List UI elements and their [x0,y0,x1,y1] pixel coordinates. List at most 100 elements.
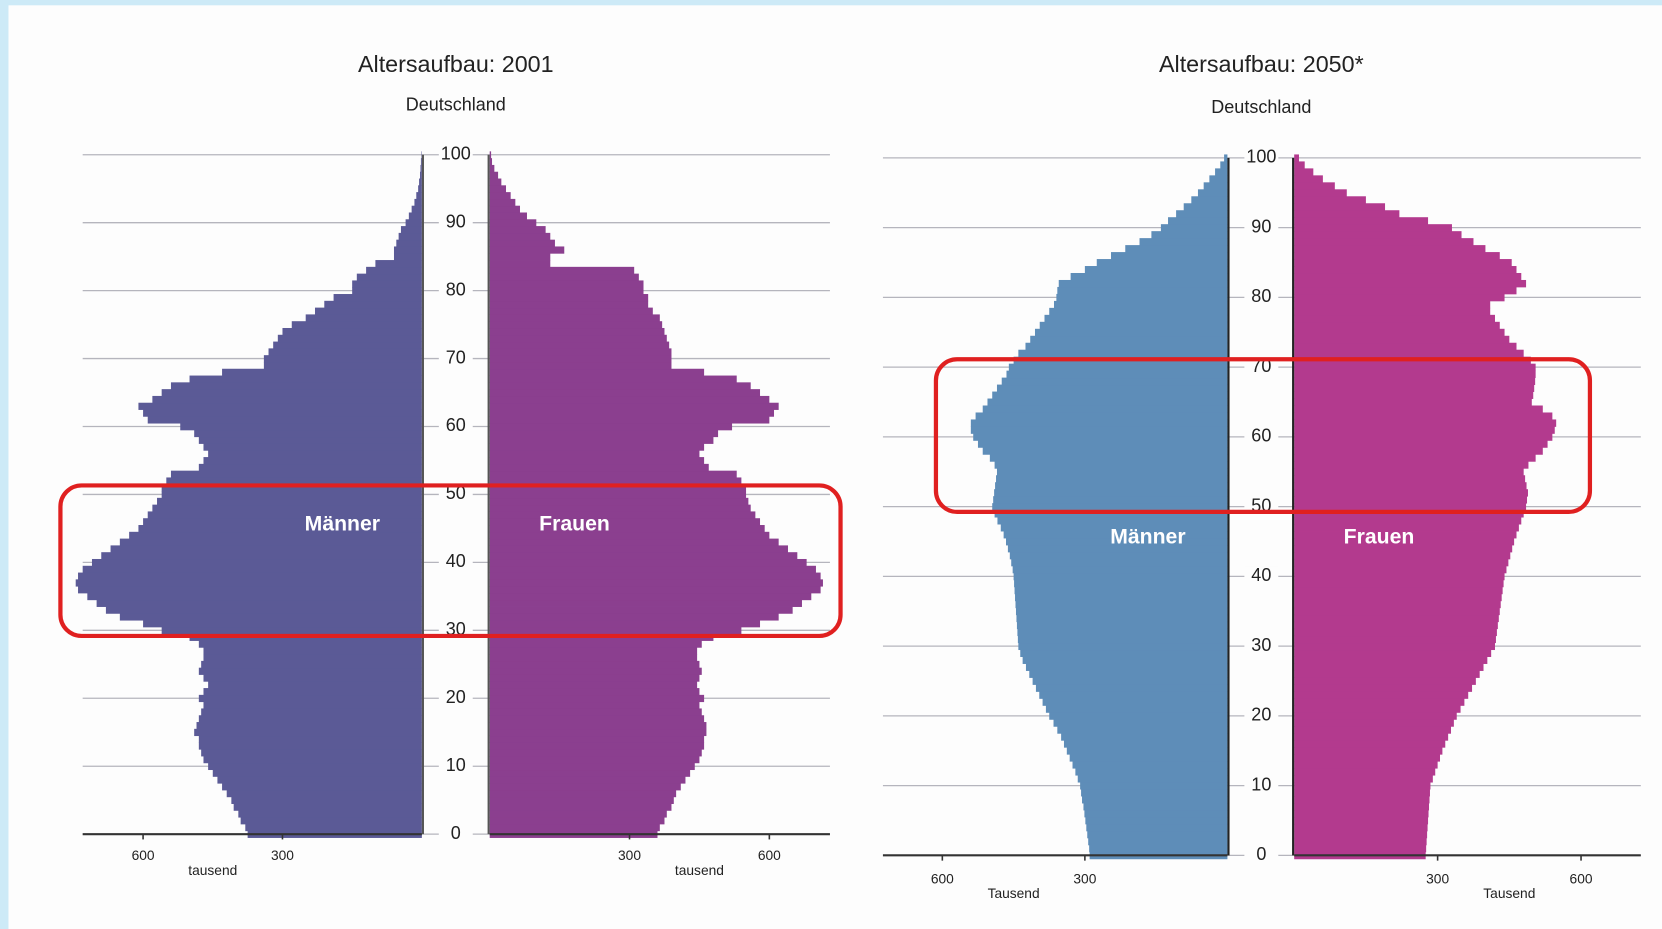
bar [1294,677,1476,685]
bar [226,789,422,798]
bar [489,742,705,750]
bar [1082,796,1228,804]
bar [203,688,422,696]
bar [489,314,660,322]
bar [973,433,1228,441]
bar [1294,433,1553,441]
bar [208,762,422,771]
bar [1111,252,1228,260]
bar [489,565,816,573]
bar [233,803,422,811]
bar [1015,593,1228,602]
bar [1294,747,1443,755]
bar [147,416,422,424]
bar [1049,712,1228,720]
bar [1029,670,1228,678]
bar [489,667,702,675]
tick-label-bg [1244,776,1279,796]
bar [489,382,751,390]
y-tick-label: 50 [446,483,466,503]
bar [1294,238,1474,246]
bar [489,178,502,186]
tick-label-bg [438,145,473,165]
bar [1294,803,1430,811]
tick-label-bg [1244,218,1279,238]
bar [420,158,422,166]
bar [489,803,672,811]
bar [489,491,747,499]
bar [1057,726,1228,734]
bar [1294,517,1522,525]
bar [1018,642,1228,651]
bar [147,511,422,519]
bar [366,266,422,275]
bar [208,450,422,458]
bar [1014,586,1228,595]
bar [1057,286,1228,295]
bar [489,817,665,825]
bar [1039,321,1228,330]
bar [1294,224,1452,232]
bar [138,525,422,533]
bar [1294,412,1553,420]
bar [1294,286,1517,295]
bar [1061,733,1228,741]
bar [489,660,700,669]
bar [1042,698,1228,706]
bar [489,348,672,356]
tick-label-bg [1244,287,1279,307]
bar [1070,272,1228,281]
y-tick-label: 0 [451,823,461,843]
bar [489,620,761,628]
bar [489,545,788,553]
bar [201,749,422,757]
bar [489,626,742,635]
x-axis-label: Tausend [1483,886,1535,901]
bar [1168,217,1228,225]
tick-label-bg [1244,357,1279,377]
bar [1294,475,1526,483]
bar [1025,663,1228,671]
bar [489,647,698,655]
bar [1294,454,1536,462]
bar [489,164,495,173]
bar [1197,189,1228,197]
bar [489,260,551,268]
bar [489,579,823,587]
bar [489,300,649,309]
bar [1044,314,1228,323]
bar [1009,551,1228,560]
bar [1294,837,1427,846]
tick-label-bg [438,688,473,708]
bar [393,253,422,261]
bar [1294,656,1488,664]
bar [489,789,677,798]
bar [282,327,422,336]
bar [489,355,672,363]
tick-label-bg [438,552,473,572]
bar [1014,579,1228,588]
bar [489,592,812,601]
bar [1294,796,1430,804]
bar [1294,370,1536,379]
bar [356,273,422,281]
y-tick-label: 60 [446,415,466,435]
bar [1294,544,1513,553]
bar [1039,691,1228,699]
bar [245,823,422,832]
bar [1083,803,1228,811]
bar [1294,670,1480,678]
bar [1294,482,1527,490]
bar [1294,642,1495,651]
bar [489,708,702,716]
bar [1081,789,1228,797]
bar [489,307,653,315]
bar [1294,154,1299,162]
bar [1016,621,1228,630]
x-axis-label: tausend [675,863,724,878]
bar [1053,719,1228,727]
bar [1294,468,1524,476]
bar [982,447,1228,455]
bar [352,280,422,288]
bar [489,287,644,295]
